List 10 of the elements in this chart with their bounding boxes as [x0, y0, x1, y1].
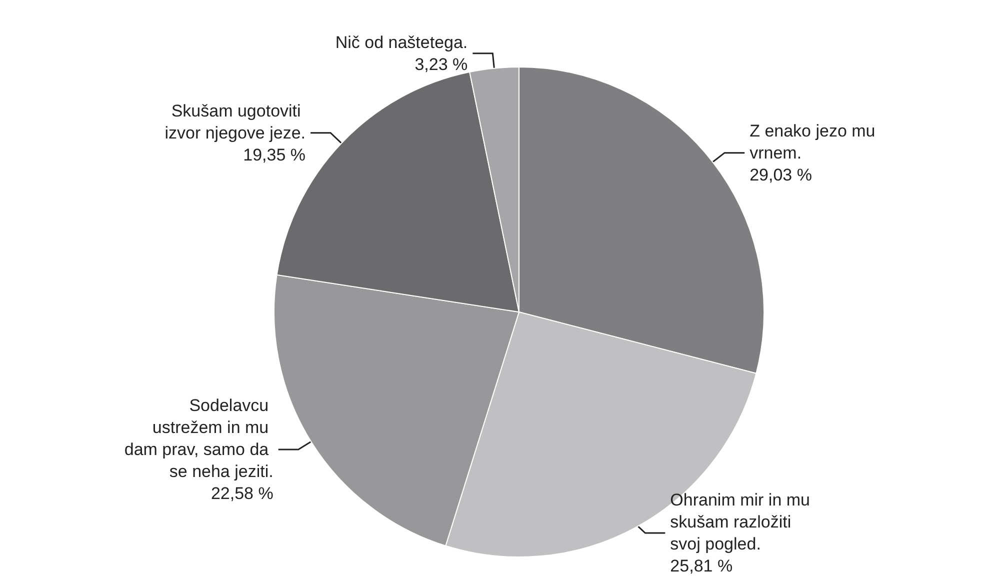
- slice-label: Skušam ugotoviti izvor njegove jeze.: [164, 101, 306, 142]
- data-label: 22,58 %: [210, 484, 274, 504]
- slice-label: Ohranim mir in mu skušam razložiti svoj pogled.: [670, 490, 815, 554]
- data-label: 25,81 %: [670, 556, 733, 576]
- slice-label: Sodelavcu ustrežem in mu dam prav, samo da se neha jeziti.: [124, 396, 274, 482]
- slice-label: Nič od naštetega.: [335, 32, 468, 52]
- data-label: 29,03 %: [750, 165, 812, 184]
- slice-label: Z enako jezo mu vrnem.: [750, 121, 880, 162]
- data-label: 19,35 %: [243, 145, 306, 164]
- data-label: 3,23 %: [414, 54, 468, 74]
